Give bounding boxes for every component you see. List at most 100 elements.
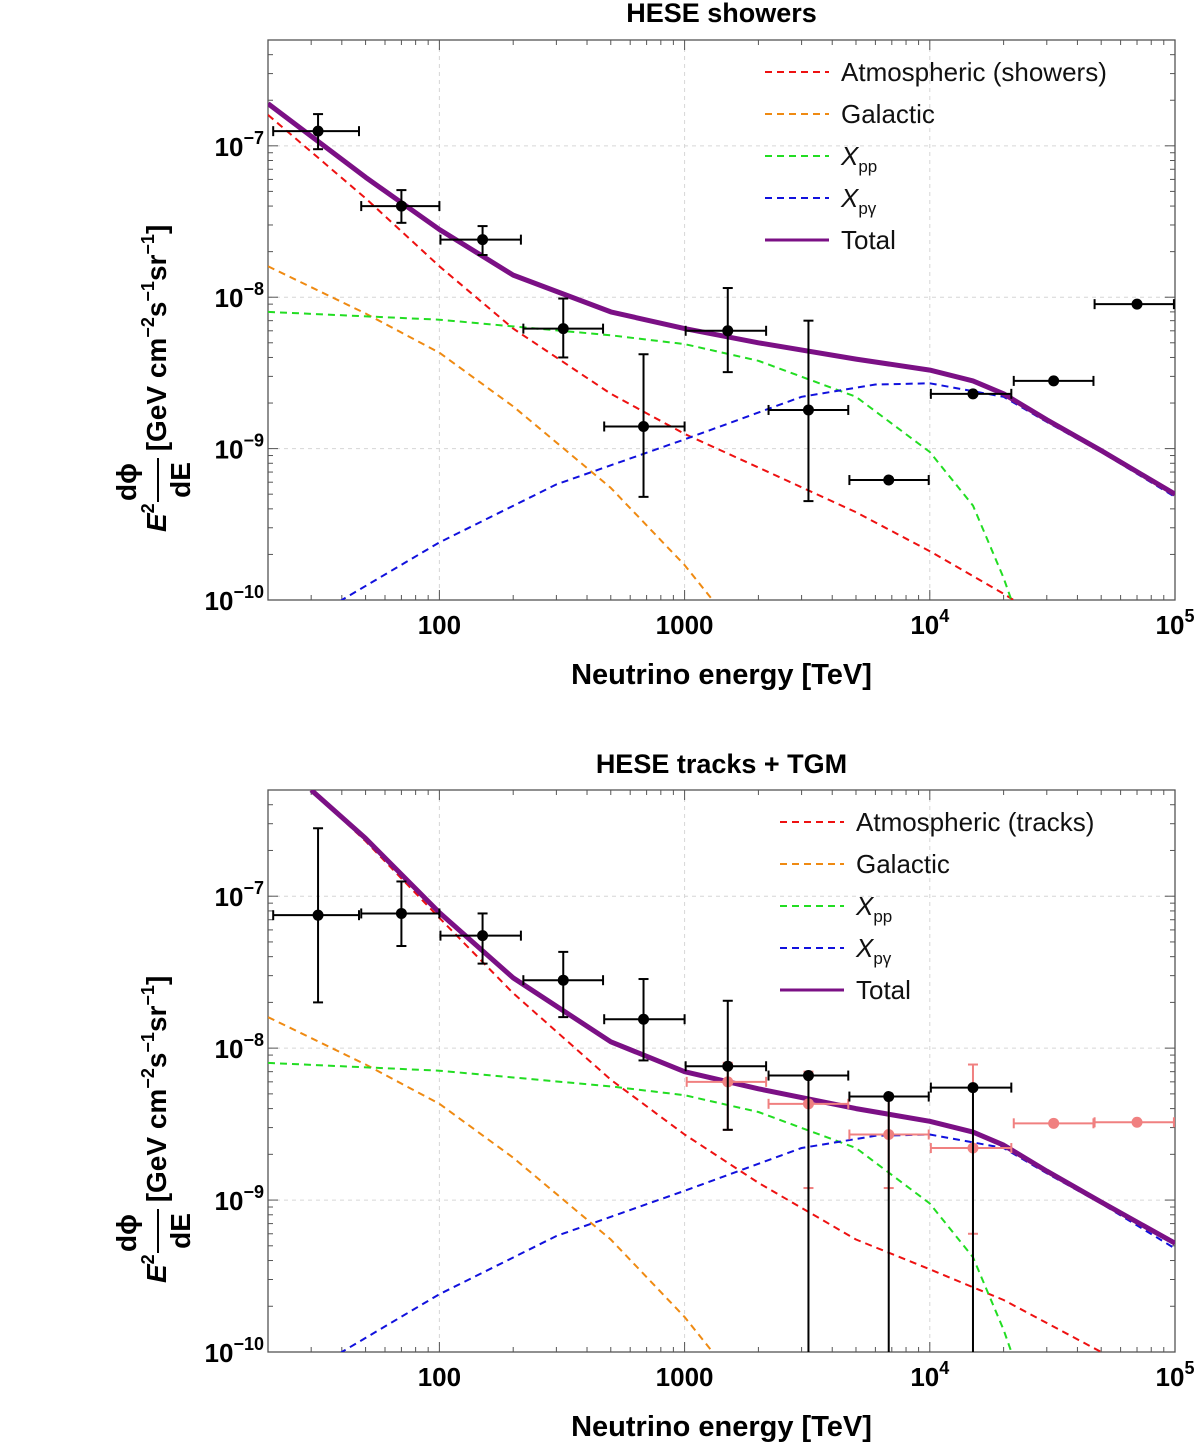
y-axis-label-numerator: dϕ [111,1214,142,1252]
data-point-marker [638,420,650,432]
data-point-group [439,225,522,257]
legend-label-gal: Galactic [841,99,935,129]
data-point-marker [1131,1116,1143,1128]
y-tick-label-base: 10 [215,882,244,912]
data-point-marker [722,325,734,337]
data-point-group [848,1091,930,1352]
y-tick-label-base: 10 [205,1338,234,1368]
data-point-group [1093,1116,1175,1128]
data-point-group [603,978,686,1062]
y-tick-label-exp: −8 [243,279,264,299]
data-points [272,827,1175,1352]
data-point-group [929,1082,1013,1352]
y-tick-label: 10−9 [215,431,264,465]
data-point-marker [312,909,324,921]
legend-label-base: X [855,933,875,963]
y-tick-label-exp: −10 [233,582,264,602]
x-tick-label: 105 [1156,1358,1195,1392]
axis-ticks [267,39,1176,601]
legend-label-base: X [840,141,860,171]
legend: Atmospheric (tracks) Galactic Xpp Xpγ Total [780,807,1094,1005]
x-tick-label: 104 [910,1358,949,1392]
series-line-gal [268,1016,714,1352]
series-line-atm [310,790,1102,1352]
data-point-group [848,474,930,486]
data-point-marker [722,1060,734,1072]
data-point-group [522,297,605,359]
x-tick-label-exp: 5 [1184,606,1194,626]
data-point-group [272,113,360,151]
y-tick-label: 10−10 [205,1334,264,1368]
data-point-marker [883,1091,895,1103]
y-tick-label: 10−9 [215,1182,264,1216]
curves [268,101,1175,600]
y-tick-label-base: 10 [215,283,244,313]
y-tick-label-exp: −7 [243,878,264,898]
y-tick-label: 10−7 [215,878,264,912]
x-tick-label-base: 10 [910,1362,939,1392]
series-line-tot [268,101,1175,497]
y-axis-label-text: E2[GeV cm−2s−1sr−1] [138,225,172,532]
legend-label-atm: Atmospheric (tracks) [856,807,1094,837]
legend-label-tot: Total [856,975,911,1005]
y-tick-label-exp: −7 [243,128,264,148]
y-tick-label: 10−8 [215,279,264,313]
data-point-group [360,880,441,948]
x-tick-label: 100 [418,1362,461,1392]
x-tick-label-base: 100 [418,1362,461,1392]
y-tick-label: 10−10 [205,582,264,616]
y-axis-label-denominator: dE [165,462,196,498]
legend-label-sub: pγ [873,949,891,968]
x-tick-label-base: 1000 [656,610,714,640]
legend-label-tot: Total [841,225,896,255]
y-tick-label-base: 10 [215,132,244,162]
y-axis-label-numerator: dϕ [111,463,142,501]
x-tick-label-base: 10 [1156,610,1185,640]
x-tick-label-base: 1000 [656,1362,714,1392]
data-point-marker [395,907,407,919]
y-axis-label-text: E2[GeV cm−2s−1sr−1] [138,976,172,1283]
y-tick-label-exp: −10 [233,1334,264,1354]
legend-label-gal: Galactic [856,849,950,879]
data-point-group [1093,298,1175,310]
data-point-group [684,287,768,374]
x-axis-label: Neutrino energy [TeV] [571,1411,872,1443]
data-point-marker [802,1070,814,1082]
plot-frame [267,39,1176,601]
x-tick-label-base: 100 [418,610,461,640]
series-line-xpp [268,1061,1013,1352]
x-tick-label: 1000 [656,610,714,640]
data-point-marker [967,1082,979,1094]
x-axis-label: Neutrino energy [TeV] [571,659,872,691]
data-point-group [522,950,605,1019]
y-tick-label-exp: −9 [243,431,264,451]
data-point-group [603,353,686,498]
y-axis-label: E2[GeV cm−2s−1sr−1]dϕ dE [111,976,196,1283]
data-point-marker [638,1013,650,1025]
data-point-marker [883,474,895,486]
y-tick-label-exp: −9 [243,1182,264,1202]
x-tick-label-exp: 5 [1184,1358,1194,1378]
legend-label-sub: pp [873,907,892,926]
x-tick-label: 104 [910,606,949,640]
x-tick-label-exp: 4 [939,606,949,626]
series-line-atm [268,114,1016,600]
data-point-group [1012,1117,1095,1129]
data-point-group [684,999,768,1131]
x-tick-label: 105 [1156,606,1195,640]
legend-label-sub: pp [858,157,877,176]
legend-label-base: X [840,183,860,213]
y-axis-label-denominator: dE [165,1213,196,1249]
series-line-xpp [268,310,1013,600]
legend-label-xpp: Xpp [855,891,892,926]
legend-label-atm: Atmospheric (showers) [841,57,1107,87]
y-tick-label-base: 10 [215,435,244,465]
y-tick-label: 10−8 [215,1030,264,1064]
data-point-marker [557,974,569,986]
x-tick-label-base: 10 [1156,1362,1185,1392]
data-point-group [929,388,1013,400]
